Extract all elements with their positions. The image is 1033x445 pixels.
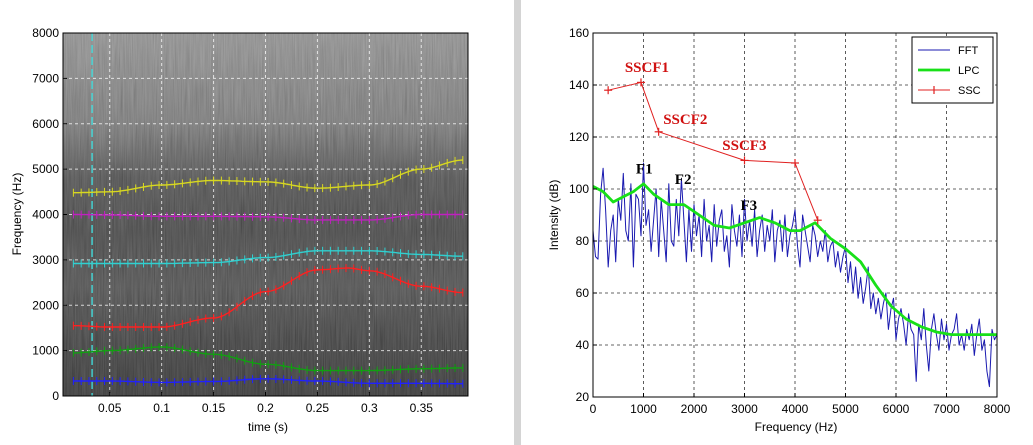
spectrum-x-tick-label: 1000	[630, 402, 657, 416]
spectrogram-x-tick-label: 0.3	[361, 401, 378, 415]
ssc-point	[791, 159, 799, 167]
spectrogram-y-tick-label: 2000	[32, 298, 59, 312]
series-ssc-line	[608, 81, 819, 221]
ssc-point	[813, 216, 822, 225]
formant-track-markers-3	[72, 264, 464, 332]
spectrum-series	[592, 78, 998, 388]
annotation-f1: F1	[636, 161, 653, 177]
annotation-f3: F3	[740, 198, 757, 214]
spectrogram-x-tick-label: 0.2	[257, 401, 274, 415]
formant-tracks	[72, 156, 464, 388]
spectrum-x-tick-label: 6000	[883, 402, 910, 416]
spectrogram-x-tick-label: 0.35	[410, 401, 434, 415]
spectrum-y-axis-label: Intensity (dB)	[547, 180, 561, 251]
spectrum-y-tick-label: 140	[569, 78, 589, 92]
spectrum-annotations: SSCF1 SSCF2 SSCF3 F1 F2 F3	[625, 60, 767, 214]
spectrum-y-tick-label: 120	[569, 130, 589, 144]
ssc-point	[604, 86, 613, 95]
spectrogram-y-tick-label: 1000	[32, 344, 59, 358]
spectrum-x-axis-label: Frequency (Hz)	[755, 420, 838, 434]
spectrogram-y-tick-label: 3000	[32, 253, 59, 267]
annotation-sscf3: SSCF3	[722, 138, 766, 154]
spectrogram-y-tick-label: 6000	[32, 117, 59, 131]
formant-track-markers-6	[72, 156, 464, 197]
annotation-sscf1: SSCF1	[625, 60, 669, 76]
spectrum-x-tick-label: 8000	[984, 402, 1011, 416]
ssc-point	[740, 156, 749, 165]
spectrum-x-tick-label: 7000	[933, 402, 960, 416]
spectrogram-y-tick-label: 4000	[32, 208, 59, 222]
spectrum-y-tick-label: 20	[576, 390, 590, 404]
ssc-point	[654, 127, 663, 136]
annotation-sscf2: SSCF2	[663, 112, 707, 128]
legend-entry-lpc: LPC	[958, 65, 979, 77]
legend-entry-ssc: SSC	[958, 85, 981, 97]
spectrum-panel: SSCF1 SSCF2 SSCF3 F1 F2 F3 0 1000 2000 3000 4000 5…	[521, 0, 1033, 445]
spectrogram-y-axis-label: Frequency (Hz)	[10, 173, 24, 256]
spectrum-x-tick-label: 5000	[832, 402, 859, 416]
spectrum-axes: 0 1000 2000 3000 4000 5000 6000 7000 8000 20 40 60 8…	[569, 26, 1011, 416]
spectrum-x-tick-label: 4000	[782, 402, 809, 416]
formant-track-markers-4	[72, 246, 464, 268]
legend-entry-fft: FFT	[958, 45, 978, 57]
ssc-point	[636, 78, 645, 87]
spectrogram-chart: 0.05 0.1 0.15 0.2 0.25 0.3 0.35 0 1000 2000 3000 40…	[10, 26, 469, 434]
spectrum-y-tick-label: 160	[569, 26, 589, 40]
spectrogram-panel: 0.05 0.1 0.15 0.2 0.25 0.3 0.35 0 1000 2000 3000 40…	[0, 0, 514, 445]
spectrum-x-tick-label: 2000	[681, 402, 708, 416]
formant-track-markers-5	[72, 210, 464, 224]
spectrogram-x-tick-label: 0.05	[98, 401, 122, 415]
annotation-f2: F2	[675, 172, 692, 188]
series-fft-line	[592, 162, 998, 388]
spectrogram-y-tick-label: 8000	[32, 26, 59, 40]
series-lpc-line	[592, 182, 997, 336]
spectrum-chart: SSCF1 SSCF2 SSCF3 F1 F2 F3 0 1000 2000 3000 4000 5…	[547, 26, 1011, 434]
formant-track-markers-2	[72, 343, 464, 375]
spectrogram-y-tick-label: 7000	[32, 71, 59, 85]
spectrogram-x-tick-label: 0.15	[202, 401, 226, 415]
spectrum-y-tick-label: 80	[576, 234, 590, 248]
spectrum-legend: FFT LPC SSC	[911, 36, 994, 104]
spectrum-y-tick-label: 60	[576, 286, 590, 300]
spectrogram-x-tick-label: 0.1	[153, 401, 170, 415]
spectrogram-y-tick-label: 5000	[32, 162, 59, 176]
spectrogram-axes: 0.05 0.1 0.15 0.2 0.25 0.3 0.35 0 1000 2000 3000 40…	[32, 26, 469, 415]
spectrum-y-tick-label: 40	[576, 338, 590, 352]
spectrum-x-tick-label: 0	[590, 402, 597, 416]
spectrogram-x-axis-label: time (s)	[248, 420, 288, 434]
formant-track-markers-1	[72, 374, 464, 388]
spectrogram-y-tick-label: 0	[52, 389, 59, 403]
spectrum-y-tick-label: 100	[569, 182, 589, 196]
spectrum-x-tick-label: 3000	[731, 402, 758, 416]
spectrogram-x-tick-label: 0.25	[306, 401, 330, 415]
